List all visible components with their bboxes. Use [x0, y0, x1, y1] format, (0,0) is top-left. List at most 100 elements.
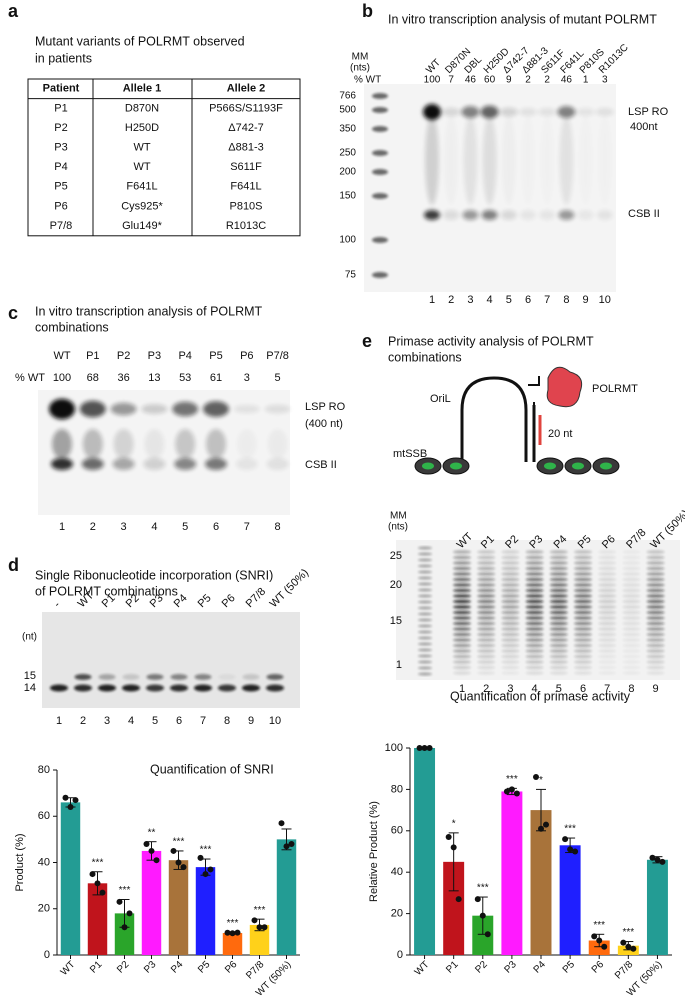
table-cell: WT: [133, 142, 150, 154]
gel-band: [646, 616, 665, 620]
gel-band: [598, 555, 617, 560]
gel-band: [525, 643, 544, 648]
lane-number: 1: [56, 715, 62, 727]
pct-value: 36: [117, 372, 129, 384]
gel-band: [549, 588, 568, 593]
table-cell: P4: [54, 161, 67, 173]
gel-band: [453, 632, 471, 637]
significance-label: ***: [200, 845, 212, 856]
gel-band: [172, 401, 199, 417]
x-tick-label: P3: [502, 959, 519, 976]
gel-band: [242, 684, 260, 692]
gel-band: [477, 572, 496, 576]
gel-band: [646, 643, 665, 648]
gel-band: [596, 210, 613, 220]
gel-band: [598, 572, 617, 576]
gel-band: [480, 105, 499, 119]
gel-band: [576, 107, 595, 117]
gel-band: [418, 666, 432, 670]
data-point: [143, 841, 150, 847]
gel-band: [112, 458, 135, 470]
gel-band: [501, 665, 520, 670]
mm-label: (nts): [388, 522, 408, 533]
gel-band: [622, 561, 641, 565]
gel-band: [574, 627, 592, 631]
gel-band: [598, 115, 612, 205]
gel-band: [205, 458, 227, 470]
gel-band: [622, 649, 641, 653]
panel-letter: a: [8, 1, 19, 21]
gel-band: [549, 654, 568, 659]
data-point: [625, 943, 632, 950]
lane-label: WT: [424, 57, 443, 76]
gel-band: [622, 572, 641, 576]
data-point: [649, 854, 656, 861]
gel-band: [622, 643, 641, 648]
primase-diagram: OriL POLRMT 20 nt mtSSB: [393, 366, 638, 475]
gel-band: [525, 638, 544, 642]
pct-value: 1: [583, 75, 589, 86]
gel-band: [453, 599, 471, 604]
y-tick-label: 80: [38, 764, 50, 776]
pct-value: 3: [244, 372, 250, 384]
gel-band: [646, 583, 665, 587]
bar: [501, 791, 523, 955]
data-point: [479, 912, 486, 919]
data-point: [197, 854, 204, 861]
gel-band: [574, 660, 592, 664]
gel-band: [372, 237, 388, 243]
data-point: [513, 790, 520, 797]
gel-band: [646, 572, 665, 576]
gel-band: [525, 566, 544, 571]
gel-band: [598, 577, 617, 582]
gel-band: [525, 605, 544, 609]
data-point: [630, 945, 637, 952]
lane-number: 6: [176, 715, 182, 727]
panel-title: In vitro transcription analysis of mutan…: [388, 12, 657, 26]
gel-band: [372, 272, 388, 278]
mm-label: MM: [352, 52, 369, 63]
gel-band: [525, 660, 544, 664]
lane-number: 6: [213, 521, 219, 533]
marker-label: 25: [390, 550, 402, 562]
gel-band: [520, 210, 536, 220]
gel-band: [549, 610, 568, 615]
gel-band: [477, 654, 496, 659]
data-point: [283, 843, 290, 850]
gel-band: [598, 627, 617, 631]
pct-value: 61: [210, 372, 222, 384]
diagram-label: 20 nt: [548, 428, 572, 440]
lane-number: 2: [448, 294, 454, 306]
gel-band: [598, 649, 617, 653]
gel-band: [577, 210, 594, 220]
gel-band: [442, 107, 461, 117]
panel-letter: c: [8, 303, 18, 323]
gel-band: [206, 429, 226, 459]
gel-band: [481, 210, 498, 220]
gel-band: [122, 674, 140, 680]
gel-band: [622, 588, 641, 593]
gel-band: [74, 674, 92, 680]
bar: [141, 850, 162, 955]
table-cell: F641L: [126, 181, 157, 193]
data-point: [543, 821, 549, 828]
lane-number: 9: [653, 683, 659, 695]
significance-label: *: [539, 775, 543, 786]
marker-label: 14: [24, 682, 36, 694]
significance-label: ***: [622, 927, 634, 938]
gel-band: [418, 654, 432, 658]
gel-band: [418, 630, 432, 634]
gel-band: [113, 429, 134, 459]
gel-band: [622, 605, 641, 609]
data-point: [261, 924, 268, 931]
gel-band: [418, 576, 432, 580]
lane-number: 9: [583, 294, 589, 306]
bar: [114, 913, 135, 955]
gel-band: [501, 599, 520, 604]
data-point: [175, 859, 182, 866]
gel-band: [122, 684, 140, 692]
gel-band: [372, 193, 388, 199]
gel-band: [549, 649, 568, 653]
pct-value: 100: [53, 372, 71, 384]
lane-number: 3: [507, 683, 513, 695]
